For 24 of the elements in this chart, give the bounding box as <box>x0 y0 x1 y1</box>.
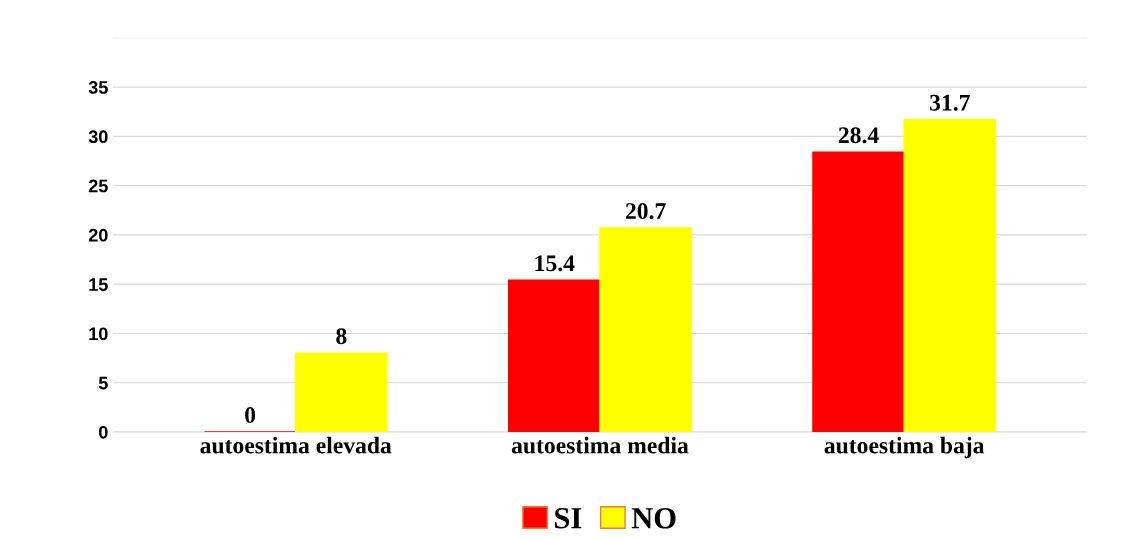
y-tick-label: 35 <box>88 81 108 94</box>
data-label: 28.4 <box>838 127 879 144</box>
y-tick-label: 15 <box>89 278 108 291</box>
y-tick-label: 0 <box>99 425 108 439</box>
x-tick-label: autoestima elevada <box>200 436 392 454</box>
y-tick-label: 30 <box>88 130 108 144</box>
legend-label: SI <box>555 507 582 529</box>
y-tick-label: 5 <box>98 376 108 390</box>
y-tick-label: 20 <box>88 228 108 242</box>
x-tick-label: autoestima media <box>511 436 689 454</box>
y-tick-label: 25 <box>88 179 108 193</box>
bar <box>903 118 997 432</box>
data-label: 31.7 <box>930 94 970 111</box>
y-tick-label: 10 <box>89 327 108 341</box>
bar <box>295 352 388 432</box>
bar <box>507 279 601 432</box>
data-label: 20.7 <box>625 203 666 220</box>
data-label: 15.4 <box>535 255 575 272</box>
data-label: 0 <box>245 407 256 424</box>
x-tick-label: autoestima baja <box>824 436 985 459</box>
bar <box>599 227 692 432</box>
bar <box>812 151 905 432</box>
legend-label: NO <box>631 507 676 529</box>
data-label: 8 <box>336 328 347 345</box>
